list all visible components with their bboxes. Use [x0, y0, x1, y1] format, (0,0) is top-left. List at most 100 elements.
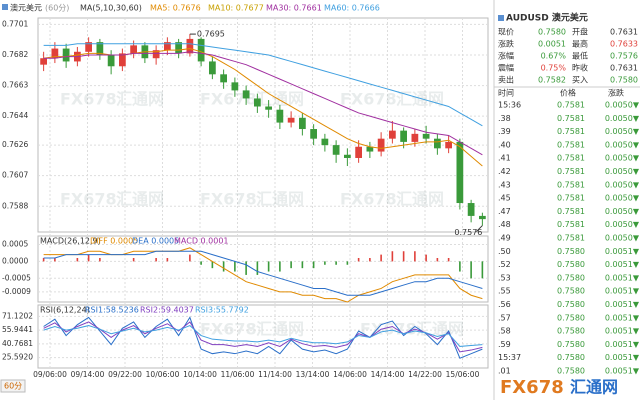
y-tick-label: 0.0000	[2, 256, 28, 265]
trade-change: 0.0050▼	[605, 127, 640, 136]
trade-time: .42	[498, 167, 511, 176]
trade-price: 0.7581	[557, 127, 585, 136]
main-frame	[37, 17, 489, 233]
candle-body	[366, 146, 374, 152]
candle-body	[299, 117, 306, 130]
y-tick-label: 0.7626	[2, 140, 28, 149]
trade-price: 0.7581	[557, 194, 585, 203]
x-tick-label: 11/06:00	[221, 370, 255, 379]
trade-price: 0.7581	[557, 167, 585, 176]
trade-time: .47	[498, 207, 511, 216]
trade-time: .01	[498, 367, 511, 376]
rsi-label: RSI3:55.7792	[195, 306, 249, 315]
macd-bar	[245, 261, 247, 275]
trade-price: 0.7580	[557, 287, 585, 296]
trade-header: 涨跌	[608, 88, 624, 98]
period-button[interactable]	[0, 379, 26, 393]
quote-value: 0.75%	[541, 64, 567, 73]
macd-bar	[436, 258, 439, 262]
candle-body	[321, 138, 329, 146]
watermark: FX678	[200, 90, 257, 109]
x-tick-label: 13/14:00	[296, 370, 330, 379]
macd-bar	[402, 251, 405, 262]
high-label: 0.7695	[197, 30, 225, 39]
quote-value: 0.7633	[610, 40, 638, 49]
candle-body	[276, 109, 284, 123]
y-tick-label: 0.7607	[2, 171, 28, 180]
watermark: 汇通网	[396, 190, 444, 209]
y-tick-label: 0.7701	[2, 19, 28, 28]
trade-change: 0.0051▼	[605, 260, 640, 269]
macd-bar	[234, 261, 236, 272]
trade-change: 0.0050▼	[605, 140, 640, 149]
y-tick-label: -0.0005	[2, 273, 31, 282]
macd-bar	[369, 258, 371, 262]
macd-bar	[211, 261, 214, 269]
candle-body	[434, 138, 441, 149]
trade-time: .52	[498, 260, 511, 269]
quote-label: 现价	[498, 28, 514, 37]
candle-body	[287, 117, 295, 123]
quote-value: 0.67%	[541, 52, 567, 61]
trade-price: 0.7580	[557, 340, 585, 349]
macd-frame	[37, 235, 489, 303]
macd-bar	[380, 254, 382, 262]
macd-bar	[99, 258, 101, 262]
macd-bar	[54, 258, 56, 262]
trade-time: .45	[498, 194, 511, 203]
rsi-title: RSI(6,12,24)	[40, 306, 90, 315]
candle-body	[51, 48, 59, 59]
watermark: FX678	[200, 190, 257, 209]
candle-body	[119, 53, 126, 67]
candle-body	[96, 42, 104, 56]
candle-body	[265, 106, 272, 110]
low-pointer	[476, 225, 483, 232]
trade-price: 0.7581	[557, 234, 585, 243]
quote-label: 震幅	[498, 63, 514, 73]
quote-value: 0.7576	[610, 52, 638, 61]
y-tick-label: 0.7588	[2, 201, 28, 210]
period-button-label[interactable]: 60分	[4, 382, 22, 391]
macd-bar	[155, 258, 157, 262]
y-tick-label: 25.5920	[2, 353, 33, 362]
rsi-frame	[37, 304, 489, 369]
trade-price: 0.7580	[557, 247, 585, 256]
candle-body	[62, 48, 70, 62]
trade-price: 0.7580	[557, 260, 585, 269]
ma-value: MA60: 0.7666	[324, 4, 380, 13]
trade-time: .58	[498, 327, 511, 336]
quote-value: 0.7631	[610, 64, 638, 73]
x-tick-label: 11/14:00	[258, 370, 292, 379]
candle-body	[152, 50, 160, 59]
trade-change: 0.0050▼	[605, 220, 640, 229]
macd-bar	[459, 261, 461, 272]
trade-price: 0.7580	[557, 313, 585, 322]
x-tick-label: 14/22:00	[408, 370, 442, 379]
quote-label: 卖出	[498, 75, 514, 85]
trade-time: .59	[498, 340, 511, 349]
macd-bar	[470, 261, 472, 279]
trade-change: 0.0050▼	[605, 207, 640, 216]
trade-change: 0.0050▼	[605, 194, 640, 203]
candle-body	[40, 58, 47, 65]
trade-time: .38	[498, 114, 511, 123]
macd-bar	[76, 258, 79, 262]
trade-change: 0.0050▼	[605, 180, 640, 189]
macd-label: DEA 0.0005	[132, 237, 179, 246]
quote-value: 0.7580	[610, 76, 638, 85]
macd-bar	[447, 258, 450, 262]
chart-icon	[2, 4, 8, 10]
logo: FX678	[500, 377, 564, 398]
quote-value: 0.7582	[538, 76, 566, 85]
main-period: (60分)	[45, 4, 69, 13]
trade-change: 0.0050▼	[605, 154, 640, 163]
watermark: 汇通网	[256, 320, 304, 339]
trade-change: 0.0051▼	[605, 287, 640, 296]
candle-body	[467, 203, 475, 216]
trade-time: .43	[498, 180, 511, 189]
y-tick-label: 71.1202	[2, 311, 33, 320]
low-label: 0.7576	[454, 228, 482, 237]
watermark: 汇通网	[256, 90, 304, 109]
candle-body	[242, 90, 250, 99]
quote-value: 0.0051	[538, 40, 566, 49]
